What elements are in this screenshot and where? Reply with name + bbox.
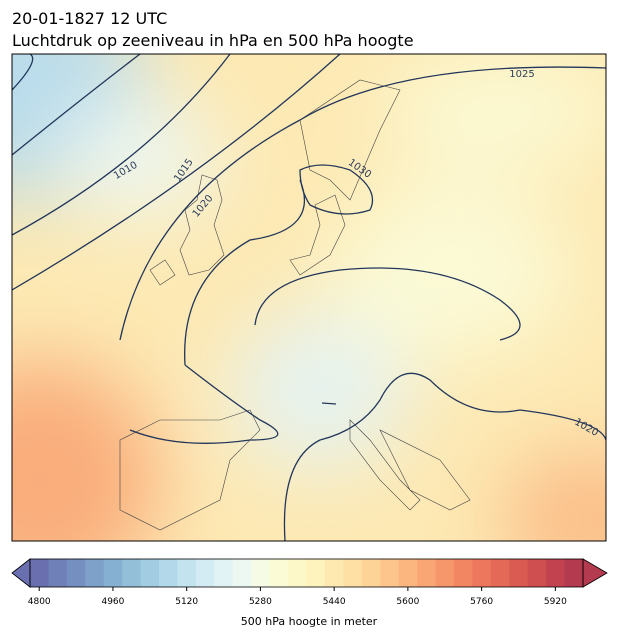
colorbar-bin <box>30 559 49 587</box>
colorbar-bin <box>453 559 473 587</box>
colorbar-bin <box>564 559 584 587</box>
colorbar-label: 500 hPa hoogte in meter <box>241 615 378 628</box>
colorbar-bin <box>251 559 271 587</box>
colorbar-bin <box>361 559 381 587</box>
map-frame <box>11 53 607 542</box>
colorbar-bin <box>546 559 566 587</box>
map <box>12 54 606 541</box>
colorbar-bin <box>435 559 455 587</box>
colorbar-bin <box>214 559 234 587</box>
colorbar-bin <box>232 559 252 587</box>
colorbar-tick-label: 5600 <box>396 597 419 607</box>
colorbar: 4800 4960 5120 5280 5440 5600 5760 5920 <box>11 558 608 607</box>
colorbar-bin <box>195 559 215 587</box>
subtitle: Luchtdruk op zeeniveau in hPa en 500 hPa… <box>12 31 414 50</box>
colorbar-bin <box>380 559 400 587</box>
colorbar-tick-label: 5920 <box>544 597 567 607</box>
colorbar-bin <box>140 559 160 587</box>
colorbar-bin <box>343 559 363 587</box>
colorbar-bin <box>472 559 492 587</box>
colorbar-bin <box>122 559 142 587</box>
colorbar-bin <box>85 559 105 587</box>
colorbar-tick-label: 4960 <box>101 597 124 607</box>
colorbar-tick-label: 4800 <box>28 597 51 607</box>
colorbar-bin <box>490 559 510 587</box>
colorbar-tick-label: 5440 <box>323 597 346 607</box>
contour-label: 1025 <box>509 69 534 80</box>
title: 20-01-1827 12 UTC <box>12 9 167 28</box>
colorbar-bin <box>324 559 344 587</box>
colorbar-bin <box>288 559 307 587</box>
colorbar-bin <box>103 559 123 587</box>
colorbar-bin <box>398 559 418 587</box>
colorbar-bin <box>527 559 547 587</box>
colorbar-bin <box>177 559 197 587</box>
colorbar-bin <box>159 559 178 587</box>
colorbar-bin <box>417 559 437 587</box>
colorbar-tick-label: 5280 <box>249 597 272 607</box>
colorbar-tick-label: 5760 <box>470 597 493 607</box>
colorbar-frame <box>29 558 584 588</box>
colorbar-bin <box>66 559 86 587</box>
colorbar-bin <box>269 559 289 587</box>
colorbar-bin <box>509 559 529 587</box>
colorbar-extend-high <box>582 558 608 588</box>
colorbar-bin <box>48 559 68 587</box>
colorbar-extend-low <box>11 558 31 588</box>
colorbar-bin <box>306 559 326 587</box>
colorbar-tick-label: 5120 <box>175 597 198 607</box>
